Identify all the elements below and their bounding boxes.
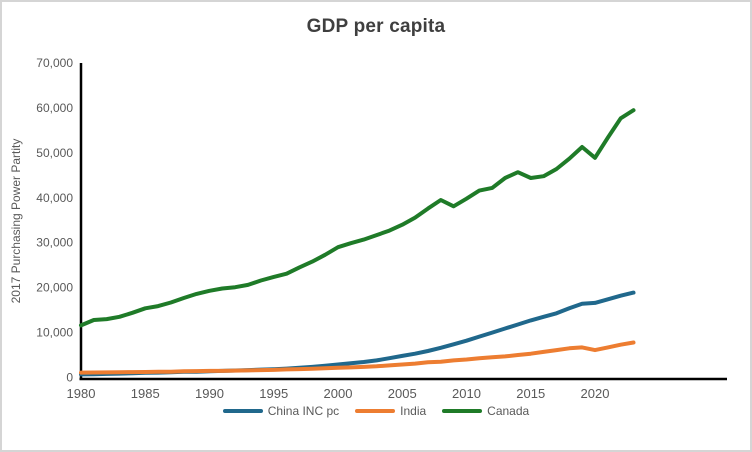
legend-swatch-canada: [442, 409, 483, 413]
y-tick-label: 70,000: [36, 56, 73, 70]
x-tick-label: 1990: [195, 386, 224, 401]
x-tick-label: 2010: [452, 386, 481, 401]
chart-title: GDP per capita: [306, 16, 446, 37]
legend-item-india: India: [355, 404, 426, 418]
legend-label-india: India: [400, 404, 427, 418]
x-tick-label: 2020: [581, 386, 610, 401]
y-tick-label: 0: [66, 371, 73, 385]
legend: China INC pc India Canada: [2, 404, 750, 418]
legend-item-china-inc-pc: China INC pc: [222, 404, 340, 418]
x-tick-label: 2005: [388, 386, 417, 401]
x-tick-label: 1985: [131, 386, 160, 401]
y-tick-label: 60,000: [36, 101, 73, 115]
legend-label-canada: Canada: [487, 404, 530, 418]
legend-item-canada: Canada: [442, 404, 529, 418]
x-tick-label: 1980: [67, 386, 96, 401]
x-tick-label: 2015: [516, 386, 545, 401]
y-tick-label: 50,000: [36, 146, 73, 160]
y-tick-label: 40,000: [36, 191, 73, 205]
series-line-canada: [79, 108, 636, 328]
y-tick-label: 10,000: [36, 326, 73, 340]
series-line-india: [79, 340, 636, 375]
legend-swatch-china-inc-pc: [222, 409, 263, 413]
x-tick-label: 1995: [259, 386, 288, 401]
legend-label-china-inc-pc: China INC pc: [267, 404, 340, 418]
y-tick-label: 20,000: [36, 281, 73, 295]
legend-swatch-india: [355, 409, 396, 413]
y-tick-label: 30,000: [36, 236, 73, 250]
x-tick-label: 2000: [324, 386, 353, 401]
